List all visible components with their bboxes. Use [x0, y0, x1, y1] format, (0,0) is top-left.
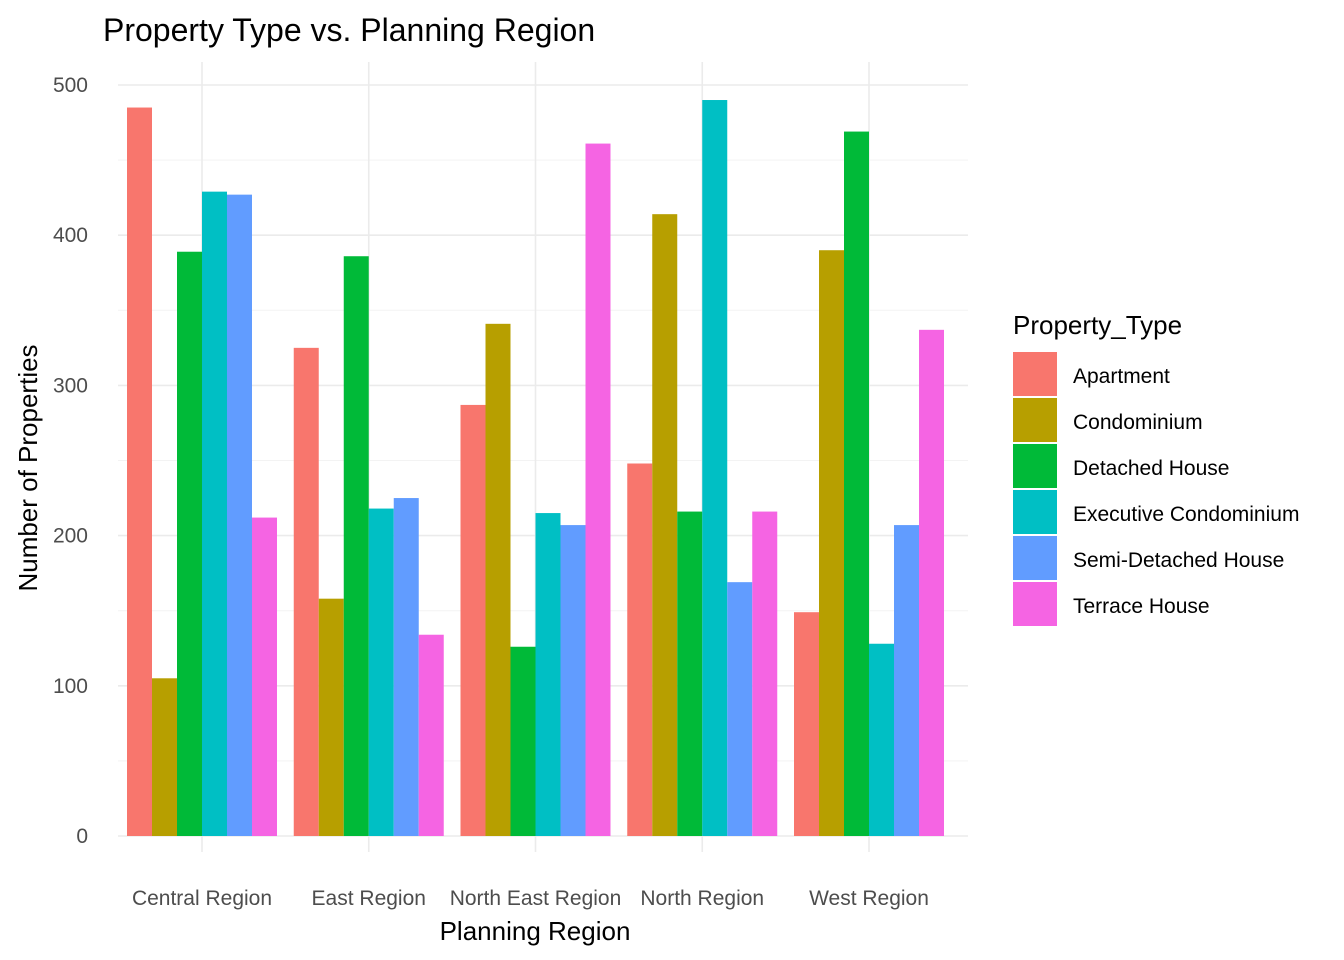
bar	[485, 323, 511, 836]
x-tick-label: East Region	[312, 887, 426, 910]
bar	[627, 463, 653, 836]
bar	[318, 598, 344, 836]
chart-title: Property Type vs. Planning Region	[103, 12, 595, 48]
y-axis-ticks: 0 100 200 300 400 500	[53, 74, 88, 848]
bar	[343, 256, 369, 836]
bar	[869, 643, 894, 836]
bar	[652, 214, 678, 836]
x-tick-label: Central Region	[132, 887, 272, 910]
x-axis-ticks: Central Region East Region North East Regi…	[132, 887, 929, 910]
bar	[368, 508, 394, 836]
bar	[794, 612, 819, 836]
legend-title: Property_Type	[1013, 310, 1182, 340]
bar	[919, 329, 944, 836]
bar	[702, 100, 728, 836]
legend-key	[1013, 444, 1057, 488]
y-tick-label: 200	[53, 525, 88, 548]
y-tick-label: 400	[53, 224, 88, 247]
x-tick-label: North Region	[640, 887, 764, 910]
bars	[127, 100, 944, 837]
y-tick-label: 500	[53, 74, 88, 97]
legend-label: Apartment	[1073, 365, 1170, 388]
y-tick-label: 100	[53, 675, 88, 698]
bar	[127, 107, 152, 836]
bar	[510, 646, 536, 836]
bar	[293, 347, 319, 836]
bar	[535, 513, 561, 836]
bar	[844, 131, 869, 836]
legend-label: Terrace House	[1073, 595, 1210, 618]
bar	[727, 582, 753, 836]
bar	[752, 511, 778, 836]
bar	[418, 634, 444, 836]
bar	[460, 404, 486, 836]
legend-label: Executive Condominium	[1073, 503, 1299, 526]
legend: Property_Type Apartment Condominium Detach…	[1013, 310, 1299, 626]
bar	[560, 525, 586, 836]
legend-key	[1013, 536, 1057, 580]
x-axis-title: Planning Region	[440, 916, 631, 946]
bar	[894, 525, 919, 836]
bar	[227, 194, 252, 836]
legend-label: Condominium	[1073, 411, 1203, 434]
bar	[152, 678, 177, 836]
legend-label: Semi-Detached House	[1073, 549, 1284, 572]
y-tick-label: 300	[53, 374, 88, 397]
x-tick-label: North East Region	[450, 887, 622, 910]
bar	[202, 191, 227, 837]
bar	[252, 517, 277, 836]
legend-key	[1013, 398, 1057, 442]
bar	[393, 498, 419, 836]
bar	[819, 250, 844, 837]
bar	[677, 511, 703, 836]
legend-key	[1013, 352, 1057, 396]
y-tick-label: 0	[76, 825, 88, 848]
bar	[585, 143, 611, 836]
bar	[177, 251, 202, 837]
y-axis-title: Number of Properties	[13, 344, 43, 591]
legend-key	[1013, 582, 1057, 626]
legend-label: Detached House	[1073, 457, 1229, 480]
x-tick-label: West Region	[809, 887, 929, 910]
legend-key	[1013, 490, 1057, 534]
